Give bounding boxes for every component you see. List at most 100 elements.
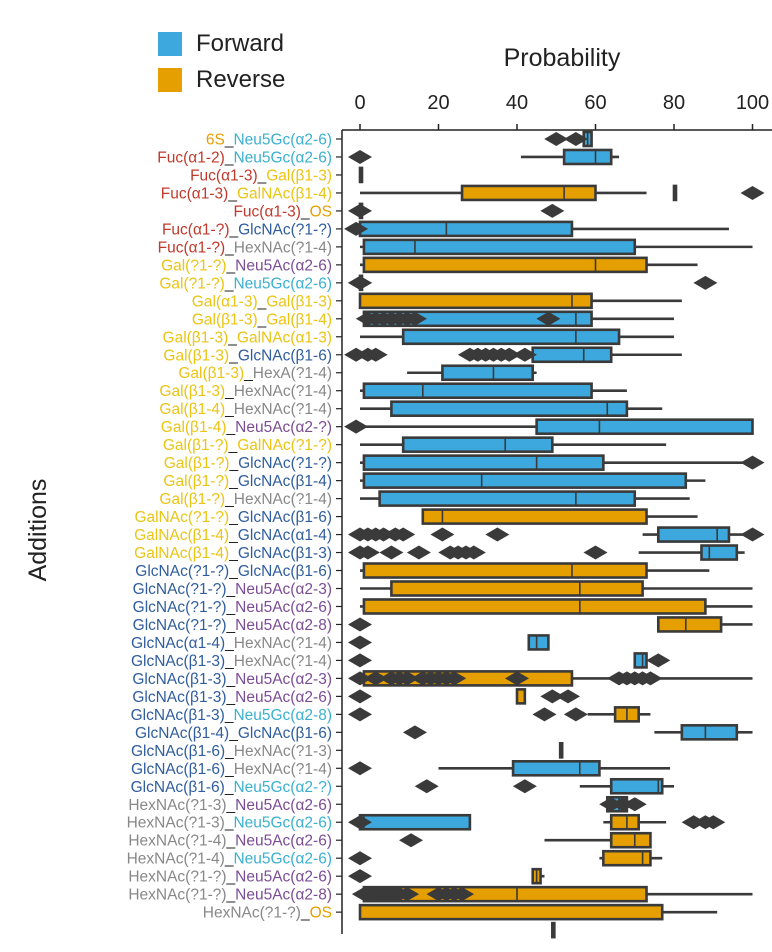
label-part: Fuc(α1-3) [233, 203, 301, 220]
box-iqr [527, 634, 550, 651]
box-iqr [421, 508, 648, 525]
label-part: Neu5Gc(α2-8) [233, 707, 332, 724]
label-separator: _ [226, 599, 236, 616]
outlier-point [348, 671, 372, 686]
box-iqr [362, 256, 648, 274]
outlier-point [430, 527, 455, 542]
label-part: Neu5Gc(α2-6) [233, 851, 332, 868]
outlier-point [638, 671, 663, 686]
outlier-point [402, 311, 427, 326]
label-part: Gal(β1-3) [266, 167, 332, 184]
label-part: Gal(β1-4) [266, 311, 332, 328]
outlier-point [395, 671, 420, 686]
box-iqr [358, 813, 472, 831]
label-part: GlcNAc(β1-3) [131, 653, 225, 670]
box-iqr [515, 688, 527, 705]
outlier-point [379, 545, 404, 560]
outlier-point [505, 671, 529, 686]
outlier-point [563, 132, 588, 146]
label-part: Gal(β1-4) [159, 401, 225, 418]
box-iqr [700, 544, 739, 561]
label-part: 6S [206, 132, 225, 149]
label-part: Gal(β1-4) [161, 419, 227, 436]
box-iqr [656, 526, 731, 543]
y-axis-label: Additions [24, 479, 52, 582]
label-separator: _ [257, 311, 267, 328]
box-iqr [362, 562, 648, 579]
label-part: GlcNAc(β1-3) [131, 707, 225, 724]
category-label: GlcNAc(β1-6)_HexNAc(?1-4) [131, 761, 332, 778]
legend-label-forward: Forward [196, 30, 285, 57]
outlier-point [532, 707, 557, 722]
label-separator: _ [257, 293, 267, 310]
label-separator: _ [228, 563, 238, 580]
legend-item-forward: Forward [158, 26, 285, 62]
label-separator: _ [226, 869, 236, 886]
outlier-point [646, 653, 671, 668]
label-part: Gal(β1-3) [159, 383, 225, 400]
outlier-point [402, 725, 427, 740]
label-separator: _ [224, 149, 234, 166]
category-label: GalNAc(?1-?)_GlcNAc(β1-6) [134, 509, 332, 526]
category-label: Gal(β1-3)_HexA(?1-4) [178, 365, 332, 382]
label-part: GlcNAc(β1-3) [238, 545, 332, 562]
box-iqr [362, 472, 688, 489]
label-part: Neu5Ac(α2-?) [235, 419, 332, 436]
box-iqr [362, 598, 707, 615]
box-iqr [390, 400, 629, 418]
label-separator: _ [224, 779, 234, 796]
category-label: HexNAc(?1-?)_Neu5Ac(α2-6) [128, 869, 332, 886]
label-part: Neu5Ac(α2-3) [235, 581, 332, 598]
category-label: Fuc(α1-2)_Neu5Gc(α2-6) [157, 149, 332, 166]
label-separator: _ [224, 743, 234, 760]
label-part: OS [310, 905, 332, 922]
label-separator: _ [224, 635, 234, 652]
category-label: GlcNAc(β1-3)_Neu5Ac(α2-6) [132, 689, 332, 706]
outlier-point [544, 132, 569, 146]
label-separator: _ [228, 221, 238, 238]
label-separator: _ [228, 527, 238, 544]
outlier-point [740, 185, 765, 200]
label-separator: _ [228, 473, 238, 490]
label-part: GlcNAc(β1-6) [131, 761, 225, 778]
label-part: Neu5Ac(α2-6) [235, 689, 332, 706]
box-iqr [358, 903, 664, 921]
outlier-point [497, 347, 522, 362]
label-separator: _ [228, 725, 238, 742]
label-part: Gal(β1-?) [164, 455, 230, 472]
box-iqr [609, 813, 640, 831]
label-part: HexNAc(?1-?) [203, 905, 301, 922]
label-part: Fuc(α1-3) [190, 167, 258, 184]
label-separator: _ [224, 239, 234, 256]
outlier-point [512, 779, 537, 794]
category-label: GlcNAc(?1-?)_Neu5Ac(α2-8) [133, 617, 332, 634]
outlier-point [395, 887, 420, 902]
legend-item-reverse: Reverse [158, 62, 285, 98]
box-plots [344, 130, 765, 939]
x-tick-label: 0 [354, 92, 365, 114]
x-tick-label: 60 [584, 92, 606, 114]
category-label: GlcNAc(β1-3)_HexNAc(?1-4) [131, 653, 332, 670]
box-iqr [401, 436, 554, 453]
label-part: GlcNAc(β1-6) [131, 779, 225, 796]
label-part: Gal(β1-?) [163, 437, 229, 454]
box-iqr [609, 777, 664, 795]
category-label: Gal(β1-3)_Gal(β1-4) [192, 311, 332, 328]
label-part: Gal(β1-3) [163, 347, 229, 364]
label-part: HexNAc(?1-3) [128, 797, 226, 814]
label-part: GlcNAc(?1-?) [238, 221, 332, 238]
label-part: Neu5Ac(α2-6) [235, 833, 332, 850]
category-label: HexNAc(?1-4)_Neu5Gc(α2-6) [127, 851, 332, 868]
label-separator: _ [226, 689, 236, 706]
category-label: Gal(β1-3)_HexNAc(?1-4) [159, 383, 332, 400]
label-separator: _ [243, 365, 253, 382]
category-label: GalNAc(β1-4)_GlcNAc(β1-3) [134, 545, 332, 562]
label-separator: _ [226, 419, 236, 436]
legend-swatch-reverse [158, 68, 182, 92]
category-label: GlcNAc(?1-?)_GlcNAc(β1-6) [135, 563, 332, 580]
category-label: HexNAc(?1-?)_OS [203, 905, 332, 922]
x-tick-label: 20 [427, 92, 449, 114]
label-part: HexNAc(?1-4) [128, 833, 226, 850]
label-part: Neu5Ac(α2-8) [235, 617, 332, 634]
